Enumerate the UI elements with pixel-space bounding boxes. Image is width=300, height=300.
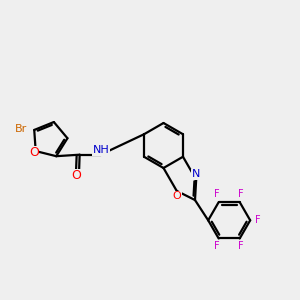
Text: F: F bbox=[214, 189, 220, 199]
Text: F: F bbox=[238, 189, 244, 199]
Text: O: O bbox=[72, 169, 82, 182]
Text: F: F bbox=[214, 241, 220, 251]
Text: Br: Br bbox=[14, 124, 27, 134]
Text: O: O bbox=[172, 191, 181, 201]
Text: O: O bbox=[29, 146, 39, 159]
Text: F: F bbox=[238, 241, 244, 251]
Text: NH: NH bbox=[93, 146, 110, 155]
Text: F: F bbox=[255, 215, 261, 225]
Text: N: N bbox=[192, 169, 200, 179]
